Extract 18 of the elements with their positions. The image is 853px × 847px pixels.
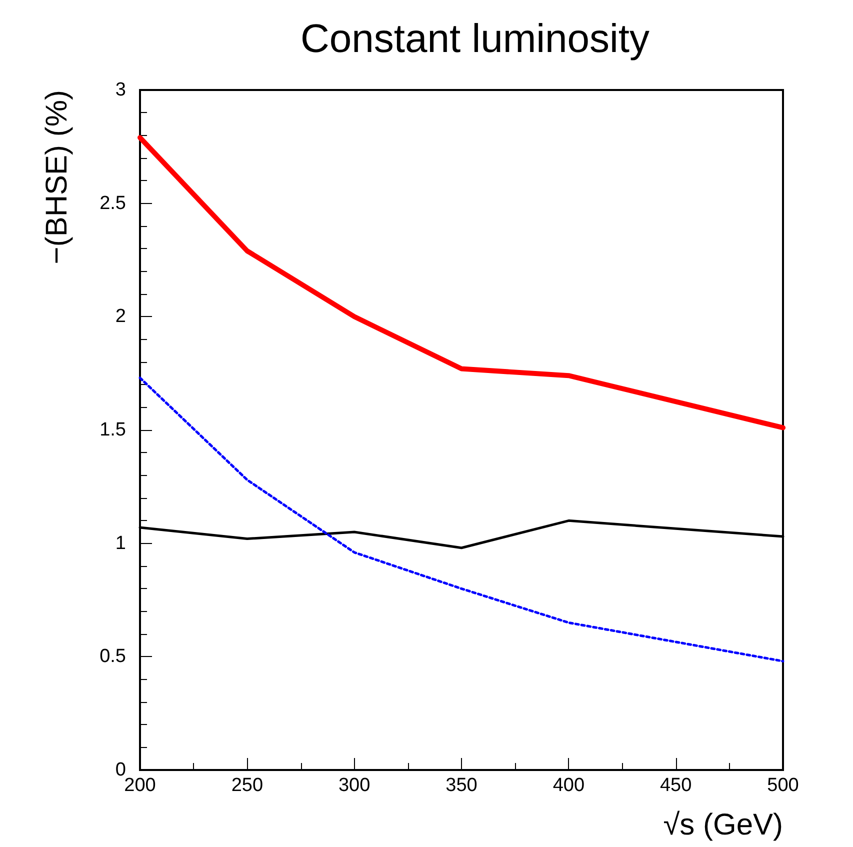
x-tick-label: 300 (338, 775, 370, 796)
chart-title: Constant luminosity (300, 17, 650, 61)
y-tick-label: 1.5 (100, 420, 126, 440)
y-tick-label: 3 (115, 80, 126, 100)
y-tick-label: 2.5 (100, 192, 126, 214)
x-axis-title: √s (GeV) (663, 808, 783, 842)
x-tick-label: 500 (767, 775, 799, 796)
x-tick-label: 250 (231, 775, 264, 796)
x-tick-label: 450 (660, 775, 692, 796)
y-tick-label: 2 (115, 306, 126, 328)
y-tick-label: 0.5 (100, 646, 126, 668)
y-tick-label: 0 (115, 760, 126, 780)
x-tick-label: 400 (552, 775, 585, 796)
y-tick-label: 1 (115, 532, 126, 554)
line-series (138, 376, 784, 662)
y-axis-title: −(BHSE) (%) (40, 90, 74, 264)
x-tick-label: 200 (124, 775, 156, 796)
x-tick-label: 350 (446, 775, 478, 796)
